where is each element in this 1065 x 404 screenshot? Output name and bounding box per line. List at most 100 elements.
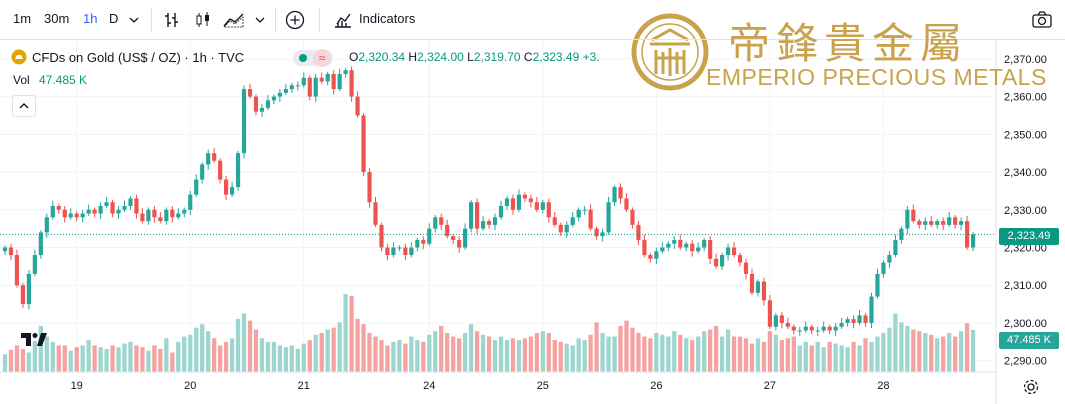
chevron-down-icon[interactable]	[254, 14, 266, 26]
bar-chart-icon[interactable]	[162, 10, 182, 30]
candle-body	[80, 213, 85, 218]
candle-body	[797, 330, 802, 332]
collapse-legend-button[interactable]	[12, 95, 36, 117]
chevron-down-icon[interactable]	[128, 14, 140, 26]
candle-body	[469, 202, 474, 229]
ohlc-values: O2,320.34 H2,324.00 L2,319.70 C2,323.49 …	[349, 50, 600, 64]
candle-body	[421, 239, 426, 244]
volume-bar	[451, 336, 456, 372]
volume-bar	[211, 338, 217, 372]
volume-bar	[737, 336, 743, 372]
interval-1m[interactable]: 1m	[13, 11, 32, 26]
candle-body	[86, 209, 91, 214]
volume-bar	[821, 347, 826, 372]
volume-bar	[743, 338, 749, 372]
y-tick-label: 2,360.00	[1004, 92, 1047, 104]
y-tick-label: 2,300.00	[1004, 318, 1047, 330]
volume-bar	[474, 331, 480, 372]
candle-body	[911, 209, 916, 222]
volume-bar	[576, 338, 581, 372]
volume-bar	[522, 338, 528, 372]
candle-body	[289, 85, 294, 90]
volume-bar	[241, 313, 247, 372]
indicators-icon[interactable]	[333, 10, 353, 30]
candle-body	[743, 262, 749, 274]
volume-bar	[731, 336, 737, 372]
price-axis[interactable]: 2,370.00 2,360.00 2,350.00 2,340.00 2,330.00…	[1004, 54, 1047, 368]
volume-bar	[301, 343, 306, 372]
volume-bar	[415, 340, 420, 372]
volume-bar	[636, 333, 641, 372]
candle-body	[2, 247, 8, 252]
candle-body	[50, 206, 55, 218]
volume-bar	[217, 345, 223, 372]
volume-bar	[725, 329, 731, 372]
volume-bar	[929, 334, 934, 372]
candle-body	[343, 70, 348, 74]
candle-body	[188, 194, 193, 210]
volume-bar	[62, 345, 67, 372]
add-compare-icon[interactable]	[285, 10, 305, 30]
candle-chart-icon[interactable]	[193, 10, 213, 30]
volume-bar	[307, 340, 312, 372]
candle-body	[259, 107, 265, 112]
candle-body	[349, 70, 354, 97]
volume-bar	[528, 336, 534, 372]
candle-body	[325, 73, 330, 82]
volume-bar	[343, 294, 348, 372]
interval-1d[interactable]: D	[109, 11, 119, 26]
candle-body	[851, 319, 856, 323]
tradingview-logo[interactable]	[20, 330, 48, 353]
volume-bar	[797, 345, 802, 372]
candle-body	[821, 326, 826, 331]
interval-1h[interactable]: 1h	[83, 11, 98, 26]
candle-body	[779, 315, 784, 323]
candle-body	[158, 217, 163, 222]
market-status-badge[interactable]: ≈	[293, 49, 333, 67]
volume-bar	[271, 341, 277, 372]
volume-bar	[719, 336, 725, 372]
volume-bar	[958, 331, 964, 372]
volume-bar	[391, 341, 396, 372]
interval-30m[interactable]: 30m	[44, 11, 70, 26]
volume-bar	[803, 341, 808, 372]
candle-body	[612, 187, 617, 203]
candle-body	[32, 255, 37, 274]
volume-bar	[510, 338, 516, 372]
volume-bar	[229, 338, 235, 372]
candle-body	[439, 217, 444, 225]
candle-body	[480, 221, 486, 229]
volume-bar	[654, 333, 659, 372]
candle-body	[62, 209, 67, 218]
area-chart-icon[interactable]	[222, 10, 246, 30]
volume-bar	[917, 331, 922, 372]
volume-bar	[869, 341, 874, 372]
symbol-title[interactable]: CFDs on Gold (US$ / OZ) · 1h · TVC	[32, 50, 245, 65]
candle-body	[218, 160, 223, 180]
y-tick-label: 2,320.00	[1004, 243, 1047, 255]
volume-bar	[439, 325, 444, 372]
volume-bar	[313, 334, 318, 372]
volume-bar	[462, 333, 468, 372]
volume-bar	[74, 347, 79, 372]
volume-bar	[235, 318, 241, 372]
settings-gear-icon[interactable]	[1022, 378, 1040, 396]
volume-bar	[678, 334, 683, 372]
candle-body	[307, 77, 312, 97]
time-axis[interactable]: 19 20 21 24 25 26 27 28	[71, 380, 890, 392]
volume-bar	[827, 341, 832, 372]
volume-bar	[600, 333, 605, 372]
candle-body	[152, 209, 157, 218]
camera-icon[interactable]	[1031, 10, 1053, 30]
volume-bar	[690, 340, 695, 372]
volume-bar	[325, 329, 330, 372]
candle-body	[630, 209, 635, 225]
candle-body	[182, 209, 187, 214]
indicators-button[interactable]: Indicators	[359, 11, 416, 26]
volume-bar	[468, 324, 474, 372]
candle-body	[510, 198, 516, 210]
candle-body	[755, 281, 761, 293]
candle-body	[457, 239, 462, 248]
candle-body	[522, 194, 527, 199]
